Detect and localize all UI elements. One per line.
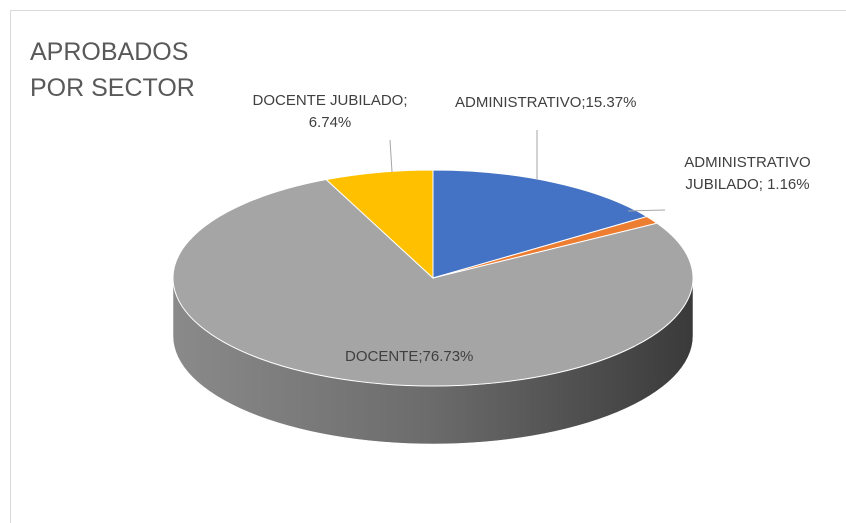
chart-title: APROBADOS POR SECTOR bbox=[30, 38, 195, 102]
pie-slice bbox=[432, 169, 649, 279]
chart-border bbox=[10, 10, 846, 523]
leader-line bbox=[627, 209, 666, 212]
data-label: ADMINISTRATIVO;15.37% bbox=[455, 94, 637, 111]
pie-slice bbox=[325, 169, 434, 280]
data-label: ADMINISTRATIVO JUBILADO; 1.16% bbox=[684, 154, 811, 193]
pie-slice bbox=[172, 179, 694, 387]
leader-line bbox=[389, 139, 393, 173]
data-label: DOCENTE;76.73% bbox=[345, 348, 474, 365]
pie bbox=[172, 169, 694, 445]
data-label: DOCENTE JUBILADO; 6.74% bbox=[252, 92, 408, 131]
